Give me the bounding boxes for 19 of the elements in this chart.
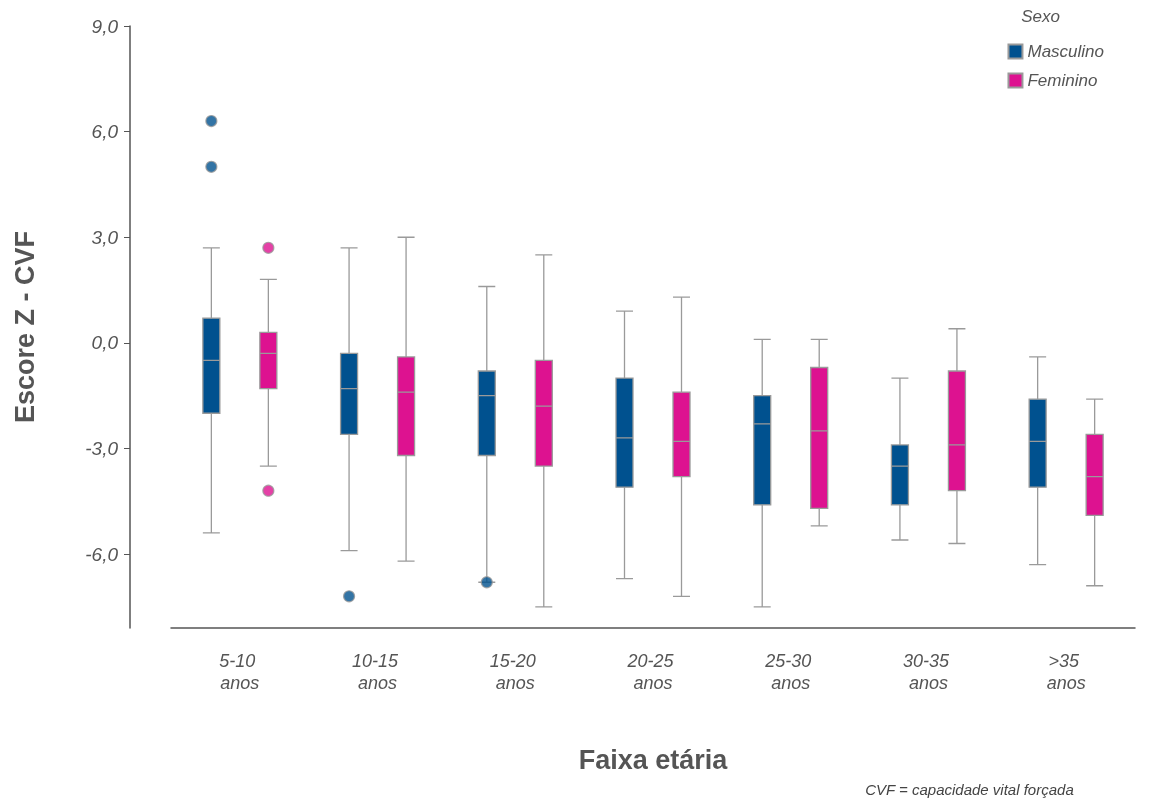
- x-axis-title: Faixa etária: [578, 744, 729, 775]
- x-tick-label: 20-25 anos: [626, 651, 679, 693]
- y-tick-label: 3,0: [91, 226, 119, 248]
- y-tick-label: 6,0: [91, 121, 119, 143]
- x-tick-label: 5-10 anos: [219, 651, 261, 693]
- x-tick-label: 10-15 anos: [352, 651, 404, 693]
- y-tick-label: 0,0: [91, 332, 119, 354]
- y-axis-title: Escore Z - CVF: [9, 230, 40, 424]
- x-tick-label: 25-30 anos: [764, 651, 817, 693]
- text: CVF = capacidade vital forçada: [865, 781, 1074, 798]
- x-tick-label: 30-35 anos: [902, 651, 954, 693]
- y-tick-label: 9,0: [91, 15, 119, 37]
- x-tick-label: >35 anos: [1046, 651, 1086, 693]
- y-tick-label: -6,0: [85, 543, 119, 565]
- legend-title: Sexo: [1021, 7, 1060, 26]
- legend-label: Masculino: [1027, 42, 1105, 61]
- y-tick-label: -3,0: [85, 437, 119, 459]
- legend-label: Feminino: [1027, 71, 1098, 90]
- x-tick-label: 15-20 anos: [489, 651, 541, 693]
